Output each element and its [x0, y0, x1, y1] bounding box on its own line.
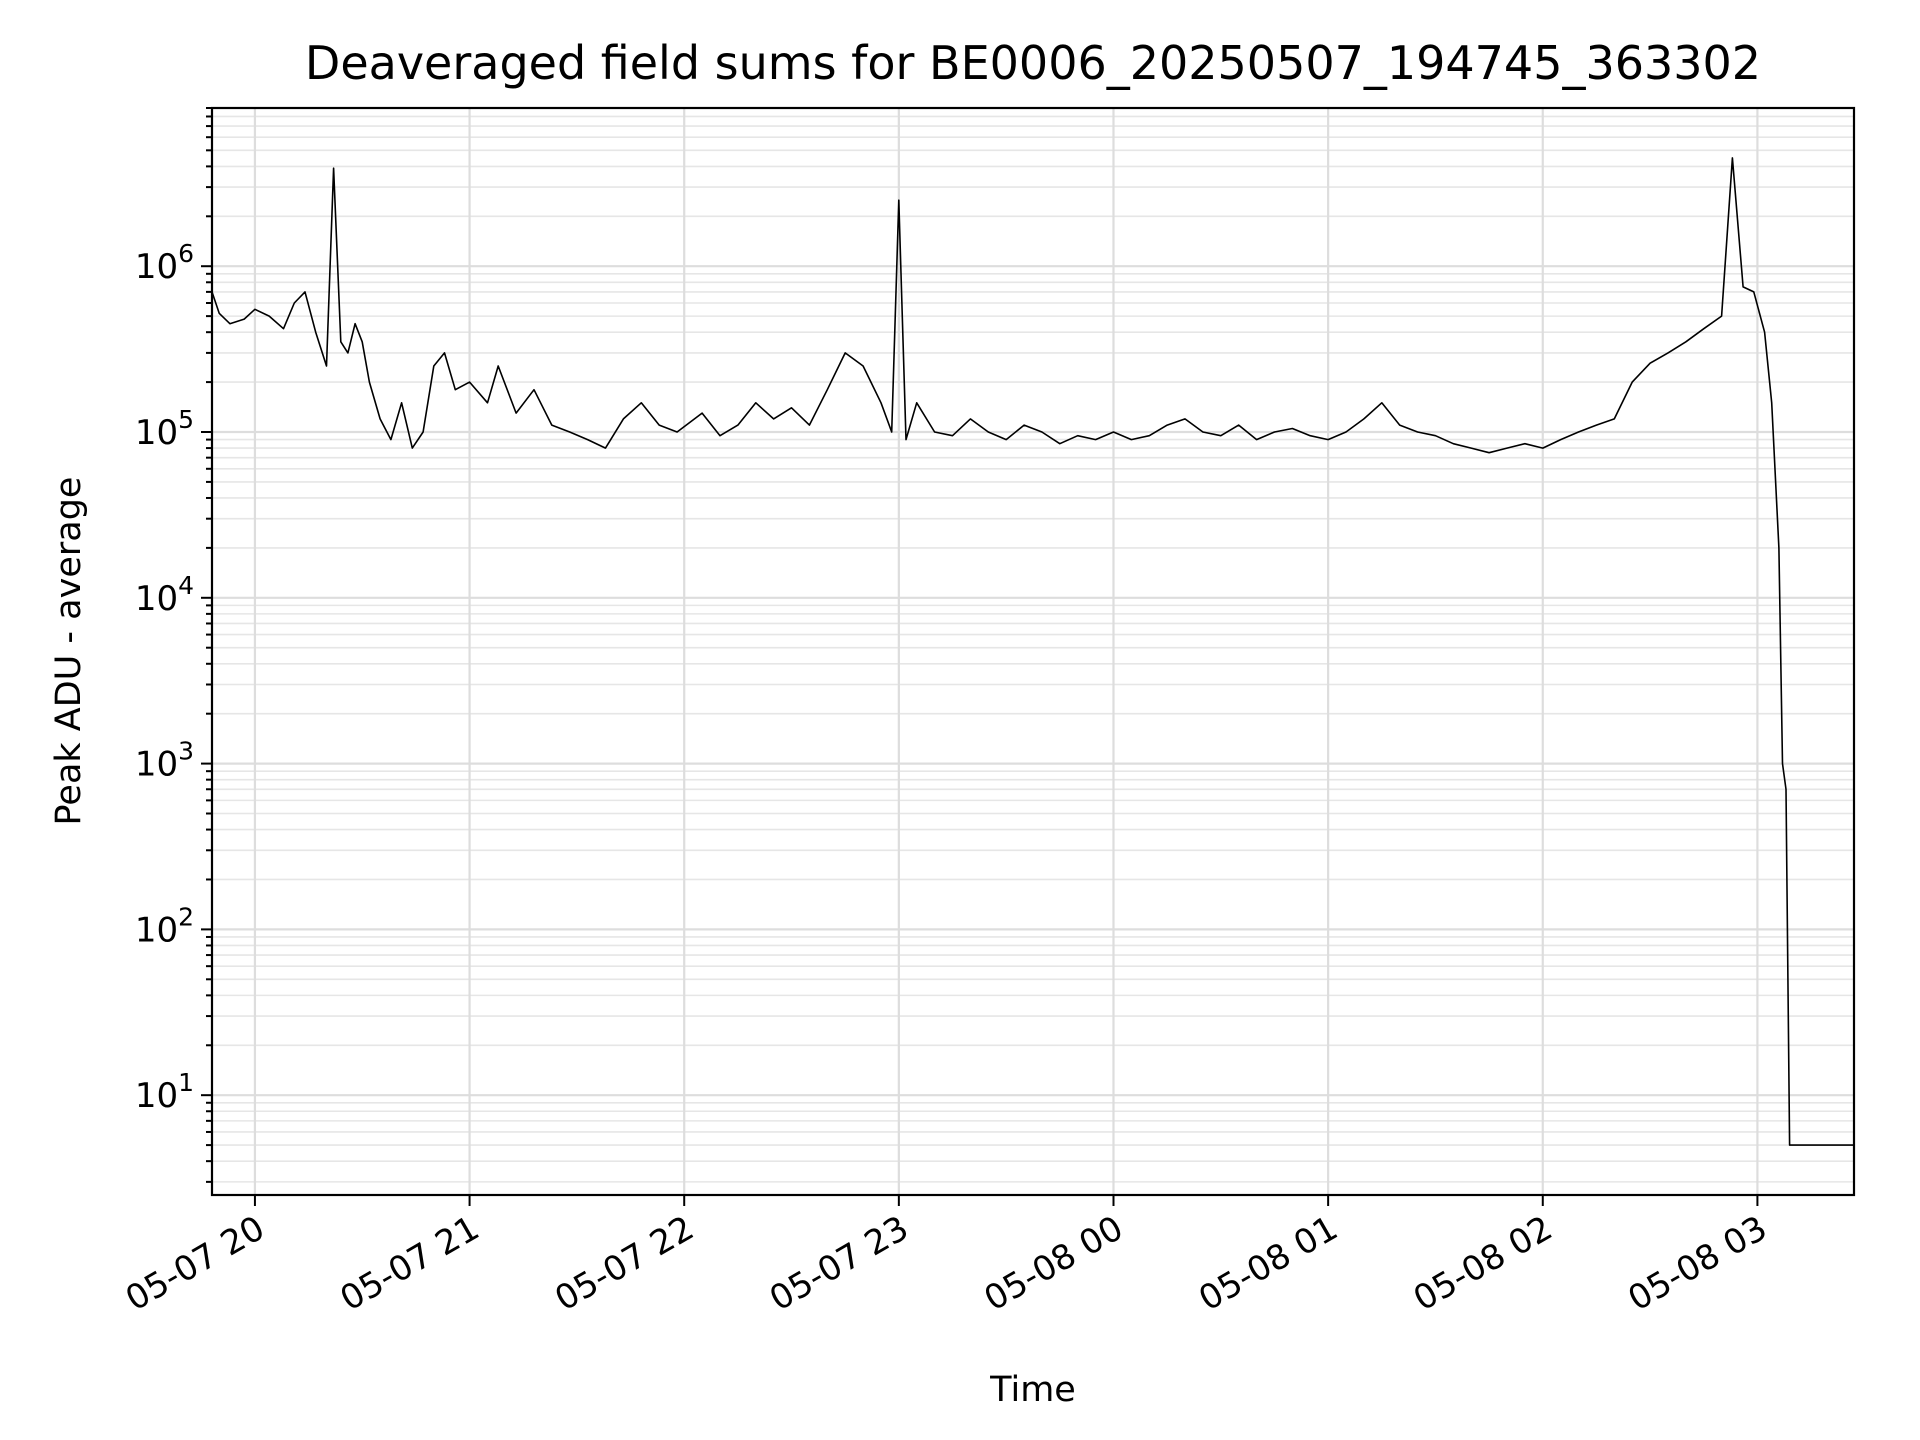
- y-axis-ticks: 101 102 103 104 105 106: [135, 107, 212, 1183]
- y-axis-label: Peak ADU - average: [49, 477, 89, 826]
- y-tick-label: 104: [135, 571, 194, 619]
- y-tick-label: 105: [135, 405, 194, 453]
- series-line: [211, 157, 1854, 1146]
- plot-area-frame: [210, 106, 1856, 1197]
- chart-title: Deaveraged field sums for BE0006_2025050…: [305, 36, 1761, 90]
- y-tick-label: 102: [135, 902, 194, 950]
- x-axis-label: Time: [989, 1370, 1076, 1410]
- y-tick-label: 101: [135, 1068, 194, 1116]
- data-series-layer: [211, 157, 1854, 1146]
- major-gridlines: [212, 108, 1854, 1195]
- y-tick-label: 103: [135, 737, 194, 785]
- y-tick-label: 106: [135, 239, 194, 287]
- minor-gridlines: [212, 107, 1854, 1183]
